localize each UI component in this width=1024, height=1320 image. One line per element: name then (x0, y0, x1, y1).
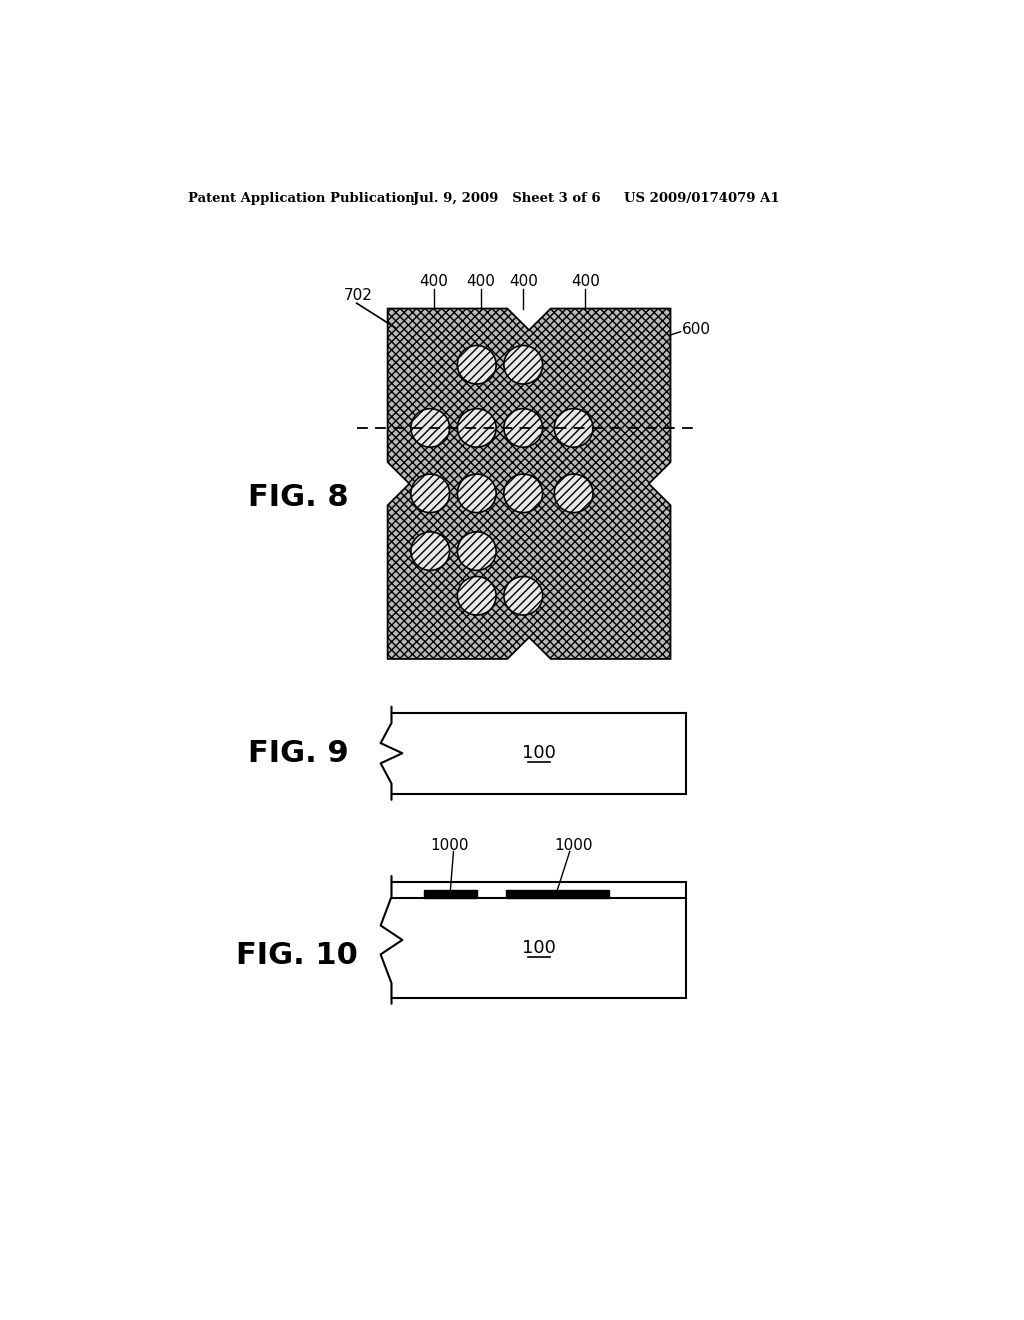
Ellipse shape (554, 474, 593, 512)
Text: 600: 600 (682, 322, 711, 337)
Bar (424, 890, 477, 898)
Polygon shape (388, 309, 671, 659)
Ellipse shape (458, 346, 496, 384)
Bar (506, 890, 608, 898)
Text: 400: 400 (420, 275, 449, 289)
Text: 1000: 1000 (554, 838, 593, 853)
Ellipse shape (458, 532, 496, 570)
Text: 702: 702 (343, 288, 373, 304)
Ellipse shape (411, 532, 450, 570)
Text: US 2009/0174079 A1: US 2009/0174079 A1 (624, 191, 779, 205)
Text: Patent Application Publication: Patent Application Publication (188, 191, 415, 205)
Text: FIG. 9: FIG. 9 (248, 739, 349, 768)
Text: 400: 400 (509, 275, 538, 289)
Ellipse shape (504, 474, 543, 512)
Ellipse shape (411, 409, 450, 447)
Text: FIG. 10: FIG. 10 (237, 941, 358, 970)
Ellipse shape (458, 474, 496, 512)
Ellipse shape (411, 474, 450, 512)
Ellipse shape (504, 577, 543, 615)
Text: FIG. 8: FIG. 8 (248, 483, 349, 512)
Ellipse shape (504, 346, 543, 384)
Text: Jul. 9, 2009   Sheet 3 of 6: Jul. 9, 2009 Sheet 3 of 6 (414, 191, 601, 205)
Text: 400: 400 (466, 275, 495, 289)
Text: 400: 400 (570, 275, 600, 289)
Text: 100: 100 (522, 939, 556, 957)
Ellipse shape (458, 409, 496, 447)
Ellipse shape (504, 409, 543, 447)
Text: 1000: 1000 (430, 838, 469, 853)
Ellipse shape (554, 409, 593, 447)
Text: 100: 100 (522, 744, 556, 762)
Ellipse shape (458, 577, 496, 615)
